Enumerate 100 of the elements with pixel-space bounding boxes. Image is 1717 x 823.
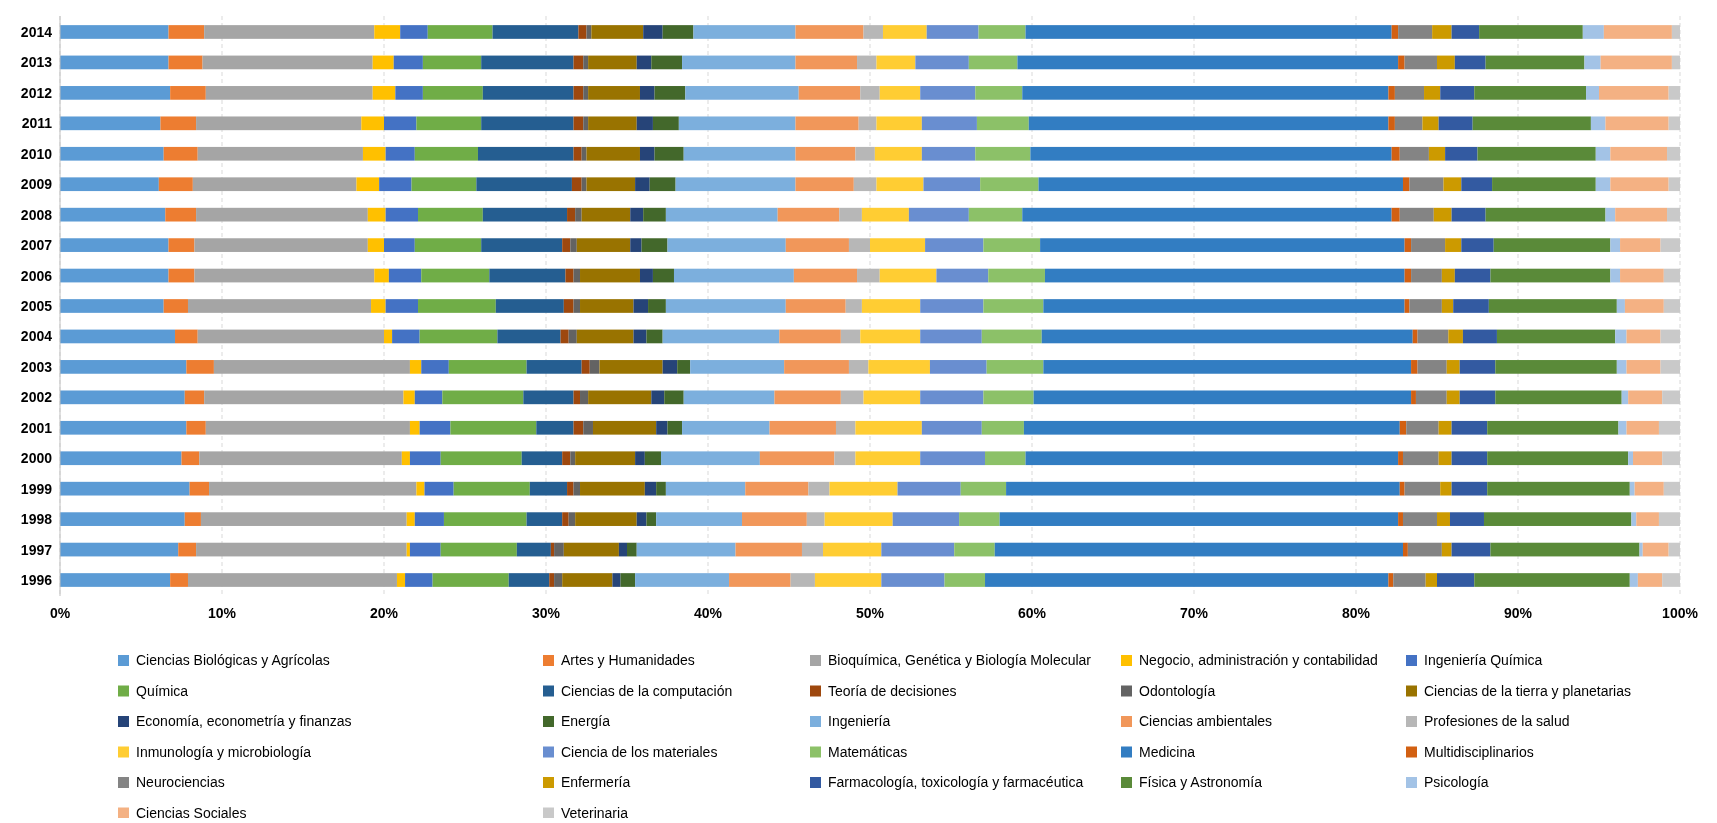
bar xyxy=(1616,299,1625,313)
y-tick-label: 2007 xyxy=(20,237,53,254)
bar xyxy=(199,451,402,466)
bar xyxy=(855,146,875,161)
bar xyxy=(1441,299,1454,313)
bar xyxy=(536,420,574,435)
bar xyxy=(560,329,569,344)
legend-label: Artes y Humanidades xyxy=(561,652,695,668)
bar xyxy=(60,299,164,313)
bar xyxy=(646,329,663,344)
bar xyxy=(1618,420,1627,435)
bar xyxy=(1667,207,1680,222)
bar xyxy=(1428,146,1446,161)
bar xyxy=(508,573,550,587)
bar xyxy=(960,481,1007,496)
bar xyxy=(60,146,164,161)
bar xyxy=(405,573,433,587)
bar xyxy=(202,55,373,70)
bar xyxy=(639,146,655,161)
bar xyxy=(396,573,406,587)
bar xyxy=(897,481,961,496)
bar xyxy=(1438,116,1473,131)
bar xyxy=(882,25,927,39)
bar xyxy=(857,55,877,70)
bar xyxy=(562,512,569,526)
bar xyxy=(1487,481,1630,496)
bar xyxy=(209,481,417,496)
bar xyxy=(1451,207,1486,222)
bar xyxy=(665,207,778,222)
bar xyxy=(570,451,576,466)
bar xyxy=(1451,420,1488,435)
bar xyxy=(562,238,571,252)
bar xyxy=(422,55,482,70)
y-tick-label: 1999 xyxy=(20,480,53,497)
bar xyxy=(189,481,210,496)
bar xyxy=(1658,420,1680,435)
bar xyxy=(549,573,555,587)
bar xyxy=(1662,573,1680,587)
bar xyxy=(920,390,984,405)
bar xyxy=(855,451,921,466)
bar xyxy=(1660,329,1680,344)
bar xyxy=(798,86,861,100)
bar xyxy=(745,481,809,496)
bar xyxy=(968,207,1023,222)
bar xyxy=(1043,299,1405,313)
bar xyxy=(588,390,652,405)
bar xyxy=(1631,512,1637,526)
bar xyxy=(1616,360,1627,374)
bar xyxy=(1474,86,1587,100)
bar xyxy=(1633,451,1663,466)
bar xyxy=(870,238,926,252)
bar xyxy=(482,207,568,222)
bar xyxy=(443,512,527,526)
bar xyxy=(1660,238,1680,252)
bar xyxy=(656,512,743,526)
bar xyxy=(639,86,655,100)
bar xyxy=(60,329,176,344)
bar xyxy=(920,86,976,100)
bar xyxy=(213,360,410,374)
legend-label: Multidisciplinarios xyxy=(1424,743,1534,760)
bar xyxy=(876,177,924,192)
bar xyxy=(855,420,922,435)
y-tick-label: 2006 xyxy=(20,267,53,284)
bar xyxy=(374,268,389,283)
bar xyxy=(920,299,984,313)
bar xyxy=(983,238,1041,252)
bar xyxy=(994,542,1403,557)
bar xyxy=(163,299,188,313)
bar xyxy=(1610,268,1621,283)
legend-label: Matemáticas xyxy=(828,743,908,760)
bar xyxy=(881,573,945,587)
bar xyxy=(592,420,657,435)
bar xyxy=(581,177,587,192)
bar xyxy=(1459,360,1496,374)
legend-label: Química xyxy=(136,682,189,699)
bar xyxy=(492,25,579,39)
bar xyxy=(986,360,1044,374)
bar xyxy=(403,390,415,405)
bar xyxy=(379,177,412,192)
bar xyxy=(790,573,815,587)
bar xyxy=(567,481,574,496)
bar xyxy=(1399,207,1434,222)
bar xyxy=(393,55,423,70)
bar xyxy=(1398,451,1403,466)
bar xyxy=(1662,451,1680,466)
bar xyxy=(630,238,642,252)
bar xyxy=(1044,268,1405,283)
bar xyxy=(1437,512,1450,526)
x-tick-label: 40% xyxy=(693,605,723,621)
bar xyxy=(1446,390,1460,405)
y-tick-label: 2000 xyxy=(20,450,53,467)
bar xyxy=(975,146,1031,161)
bar xyxy=(571,177,582,192)
bar xyxy=(1628,451,1634,466)
bar xyxy=(1637,573,1663,587)
bar xyxy=(1394,86,1425,100)
bar xyxy=(1636,512,1659,526)
bar xyxy=(926,25,979,39)
bar xyxy=(204,390,404,405)
bar xyxy=(1417,329,1449,344)
